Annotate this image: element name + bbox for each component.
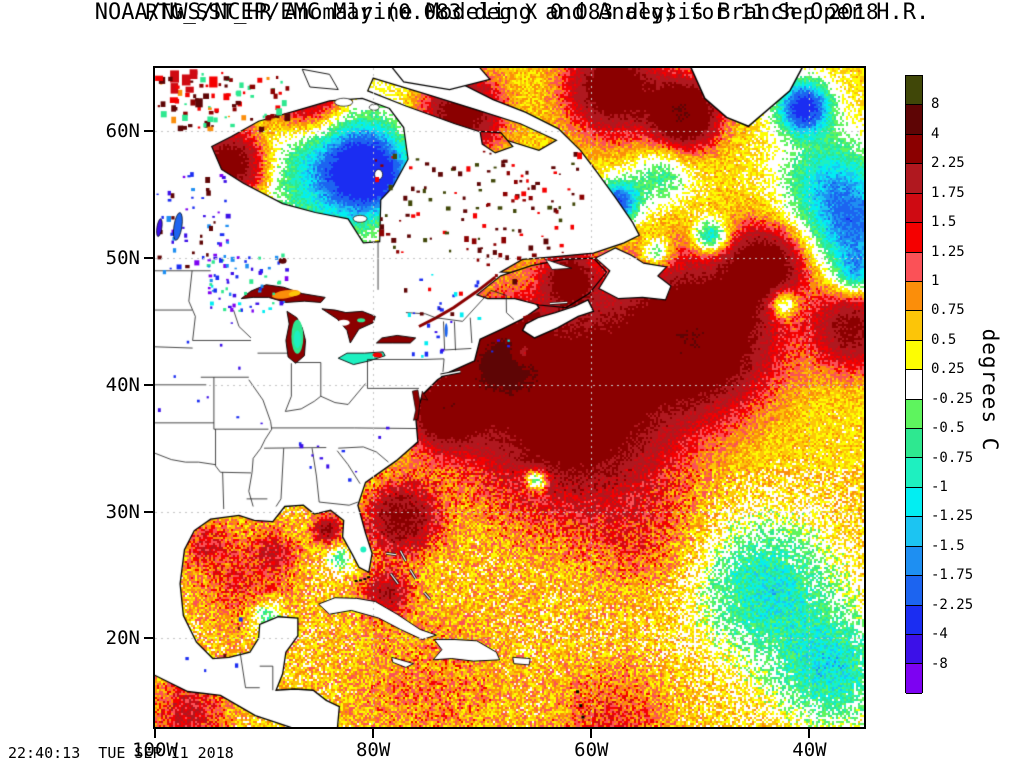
colorbar-block [906, 399, 922, 430]
map-canvas [153, 66, 866, 729]
lat-tick [144, 130, 153, 133]
colorbar-tick-label: -0.25 [931, 390, 974, 407]
colorbar-block [906, 164, 922, 194]
lat-tick-label: 30N [105, 500, 140, 523]
lon-tick [372, 729, 375, 738]
colorbar-tick-label: -8 [931, 655, 948, 672]
colorbar-tick-label: -1.5 [931, 537, 965, 554]
colorbar-tick-label: -0.5 [931, 420, 965, 437]
colorbar-tick-label: 0.5 [931, 331, 957, 348]
colorbar-block [906, 281, 922, 312]
colorbar-tick-label: 1.75 [931, 184, 965, 201]
lon-tick-label: 80W [355, 739, 391, 761]
lon-tick [590, 729, 593, 738]
colorbar-tick-label: -0.75 [931, 449, 974, 466]
page-title: NOAA/NWS/NCEP/EMC Marine Modeling and An… [94, 0, 930, 25]
plot-title: RTG_SST_HR Anomaly (0.083 deg X 0.083 de… [145, 0, 879, 24]
colorbar-block [906, 635, 922, 665]
colorbar-tick-label: 8 [931, 96, 940, 113]
lat-tick-label: 40N [105, 373, 140, 396]
colorbar-tick-label: 1.25 [931, 243, 965, 260]
colorbar-tick-label: -4 [931, 626, 948, 643]
colorbar-tick-label: 2.25 [931, 155, 965, 172]
lat-tick-label: 60N [105, 120, 140, 143]
colorbar-block [906, 605, 922, 636]
colorbar-block [906, 664, 922, 694]
colorbar-block [906, 576, 922, 606]
colorbar-block [906, 546, 922, 577]
colorbar-block [906, 311, 922, 341]
colorbar-block [906, 370, 922, 400]
colorbar-tick-label: 0.25 [931, 361, 965, 378]
colorbar-tick-label: 4 [931, 125, 940, 142]
colorbar-block [906, 252, 922, 282]
colorbar-tick-label: 0.75 [931, 302, 965, 319]
lon-tick [154, 729, 156, 738]
colorbar-block [906, 429, 922, 459]
colorbar-block [906, 517, 922, 547]
colorbar-block [906, 487, 922, 518]
colorbar-tick-label: 1 [931, 273, 940, 289]
lon-tick-label: 100W [132, 739, 178, 761]
colorbar-tick-label: -1.75 [931, 567, 974, 584]
lat-tick [144, 383, 153, 386]
lat-tick-label: 50N [105, 247, 140, 270]
colorbar-block [906, 105, 922, 135]
timestamp: 22:40:13 TUE SEP 11 2018 [8, 744, 234, 762]
colorbar-block [906, 193, 922, 224]
colorbar-block [906, 223, 922, 253]
lon-tick-label: 60W [574, 739, 609, 761]
colorbar-tick-label: -1 [931, 479, 948, 495]
colorbar-block [906, 134, 922, 165]
lat-tick [144, 257, 153, 260]
colorbar-tick-label: -2.25 [931, 596, 974, 613]
lat-tick [144, 510, 153, 513]
colorbar-block [906, 458, 922, 488]
colorbar-tick-label: -1.25 [931, 508, 974, 525]
lat-tick [144, 637, 153, 640]
colorbar-block [906, 340, 922, 371]
lon-tick-label: 40W [792, 739, 827, 761]
colorbar [905, 75, 923, 694]
colorbar-block [906, 76, 922, 106]
colorbar-unit-label: degrees C [978, 328, 1002, 452]
lat-tick-label: 20N [105, 627, 140, 650]
lon-tick [808, 729, 811, 738]
colorbar-tick-label: 1.5 [931, 214, 957, 231]
